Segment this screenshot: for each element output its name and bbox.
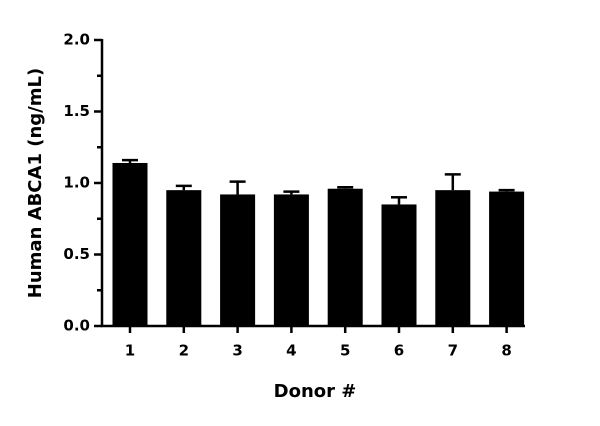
y-tick-label: 0.0 (63, 317, 90, 335)
y-tick-label: 1.5 (63, 102, 90, 120)
y-tick-label: 0.5 (63, 245, 90, 263)
bar (220, 194, 256, 326)
bar (327, 188, 363, 326)
bar (166, 190, 202, 326)
x-tick-label: 2 (179, 342, 189, 360)
x-tick-label: 6 (394, 342, 404, 360)
y-tick-label: 2.0 (63, 31, 90, 49)
bar (112, 162, 148, 326)
x-tick-label: 5 (340, 342, 350, 360)
bar (435, 190, 471, 326)
y-tick-label: 1.0 (63, 174, 90, 192)
x-tick-label: 4 (286, 342, 296, 360)
bar (381, 204, 417, 326)
x-tick-label: 8 (501, 342, 511, 360)
x-axis-label: Donor # (274, 381, 357, 402)
x-tick-label: 7 (448, 342, 458, 360)
bar (489, 191, 525, 326)
x-tick-label: 1 (125, 342, 135, 360)
x-tick-label: 3 (232, 342, 242, 360)
bar (273, 194, 309, 326)
y-axis-label: Human ABCA1 (ng/mL) (25, 68, 46, 298)
